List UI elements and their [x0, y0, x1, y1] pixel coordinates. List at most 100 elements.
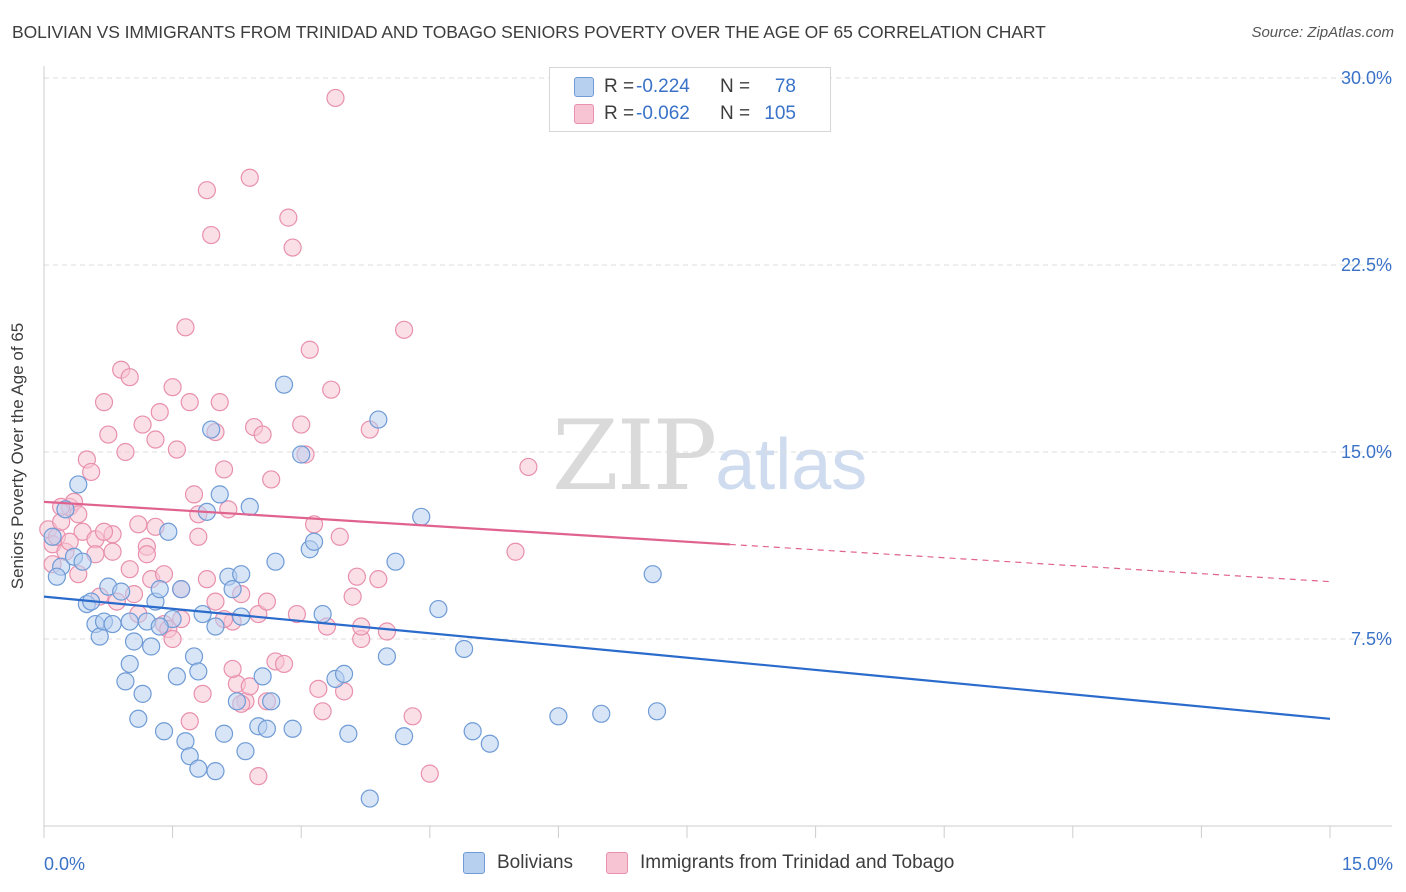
trinidad-point	[210, 393, 229, 412]
trinidad-point	[322, 380, 341, 399]
trinidad-point	[184, 485, 204, 504]
trinidad-point	[240, 677, 259, 696]
bolivian-point	[313, 604, 332, 624]
trinidad-point	[129, 515, 148, 534]
bolivian-point	[103, 614, 122, 634]
bolivian-point	[377, 647, 397, 666]
bolivian-point	[142, 637, 161, 656]
bolivian-point	[112, 582, 131, 601]
bolivian-point	[592, 704, 611, 723]
trinidad-point	[506, 542, 525, 561]
trinidad-point	[343, 587, 362, 606]
bolivian-point	[202, 420, 221, 439]
bolivian-point	[304, 532, 324, 551]
bolivian-point	[129, 709, 148, 728]
bolivian-point	[176, 732, 195, 751]
bolivian-point	[394, 727, 414, 746]
bolivian-point	[43, 527, 62, 546]
trinidad-point	[150, 403, 169, 422]
source-label: Source: ZipAtlas.com	[1251, 24, 1394, 41]
trinidad-point	[300, 340, 319, 359]
trinidad-point	[420, 764, 439, 783]
bolivian-point	[120, 654, 139, 674]
bolivian-point	[266, 552, 285, 571]
legend-n-value: 78	[774, 76, 796, 97]
trinidad-point	[309, 679, 328, 698]
bolivian-point	[454, 639, 474, 659]
trinidad-point	[116, 442, 135, 462]
bolivian-point	[369, 410, 388, 429]
bolivian-point	[360, 789, 379, 808]
bolivian-point	[386, 552, 405, 571]
bolivian-trend-line	[43, 595, 1331, 720]
trinidad-point	[219, 500, 238, 519]
trinidad-point	[120, 368, 139, 387]
legend-row-trinidad: R = -0.062 N = 105	[550, 101, 796, 127]
trinidad-point	[223, 659, 242, 679]
legend-r-value: -0.062	[636, 103, 690, 124]
bolivian-point	[643, 565, 662, 584]
bolivian-point	[339, 724, 358, 743]
trinidad-point	[154, 565, 174, 584]
y-tick-label: 7.5%	[1351, 629, 1392, 649]
trinidad-point	[313, 702, 332, 721]
trinidad-point	[279, 208, 298, 227]
bolivian-point	[463, 722, 482, 741]
bolivian-point	[232, 565, 251, 584]
legend-n-value: 105	[764, 103, 796, 124]
bolivian-point	[56, 500, 75, 519]
bolivian-point	[412, 507, 431, 526]
bolivian-point	[549, 707, 568, 726]
trinidad-point	[82, 462, 101, 482]
watermark-zip: ZIP	[552, 400, 717, 512]
bolivian-point	[189, 662, 208, 681]
trinidad-point	[94, 522, 114, 541]
bolivian-point	[429, 599, 448, 619]
bolivian-point	[124, 632, 144, 651]
trinidad-point	[163, 629, 182, 649]
bolivian-point	[133, 684, 152, 703]
trinidad-point	[377, 622, 397, 641]
trinidad-point	[369, 570, 388, 589]
bolivian-point	[69, 475, 88, 494]
legend-label: Immigrants from Trinidad and Tobago	[640, 852, 955, 873]
trinidad-point	[202, 225, 221, 245]
bolivian-point	[647, 702, 667, 721]
bolivian-point	[90, 627, 109, 646]
legend-item-bolivians[interactable]: Bolivians	[463, 852, 573, 874]
bolivian-point	[73, 552, 92, 571]
legend-r-label: R =	[604, 76, 635, 97]
legend-r-value: -0.224	[636, 76, 690, 97]
bolivian-point	[167, 667, 186, 686]
x-tick-label: 0.0%	[44, 854, 85, 874]
trinidad-point	[292, 415, 311, 434]
trinidad-point	[394, 320, 414, 339]
legend-swatch-pink	[606, 852, 628, 874]
trinidad-point	[193, 684, 212, 703]
legend-swatch-blue	[574, 77, 594, 97]
watermark: ZIPatlas	[552, 400, 867, 512]
trinidad-point	[214, 460, 234, 479]
legend-row-bolivians: R = -0.224 N = 78	[550, 74, 796, 100]
legend-item-trinidad[interactable]: Immigrants from Trinidad and Tobago	[606, 852, 954, 874]
trinidad-point	[274, 654, 294, 674]
trinidad-point	[103, 542, 122, 561]
bolivian-point	[210, 485, 229, 504]
bolivian-point	[227, 692, 246, 711]
bolivian-point	[283, 719, 302, 738]
trinidad-point	[326, 88, 345, 108]
trinidad-point	[197, 570, 216, 589]
trinidad-point	[146, 430, 165, 449]
trinidad-point	[189, 527, 208, 546]
legend-swatch-pink	[574, 104, 594, 124]
bolivian-point	[236, 742, 255, 761]
trinidad-point	[262, 470, 281, 489]
bolivian-point	[292, 445, 311, 464]
y-tick-label: 22.5%	[1341, 255, 1392, 275]
trinidad-point	[180, 712, 199, 731]
bolivian-point	[120, 612, 139, 631]
bolivian-point	[262, 692, 281, 711]
series-legend: Bolivians Immigrants from Trinidad and T…	[0, 852, 1406, 878]
bolivian-point	[47, 567, 66, 586]
